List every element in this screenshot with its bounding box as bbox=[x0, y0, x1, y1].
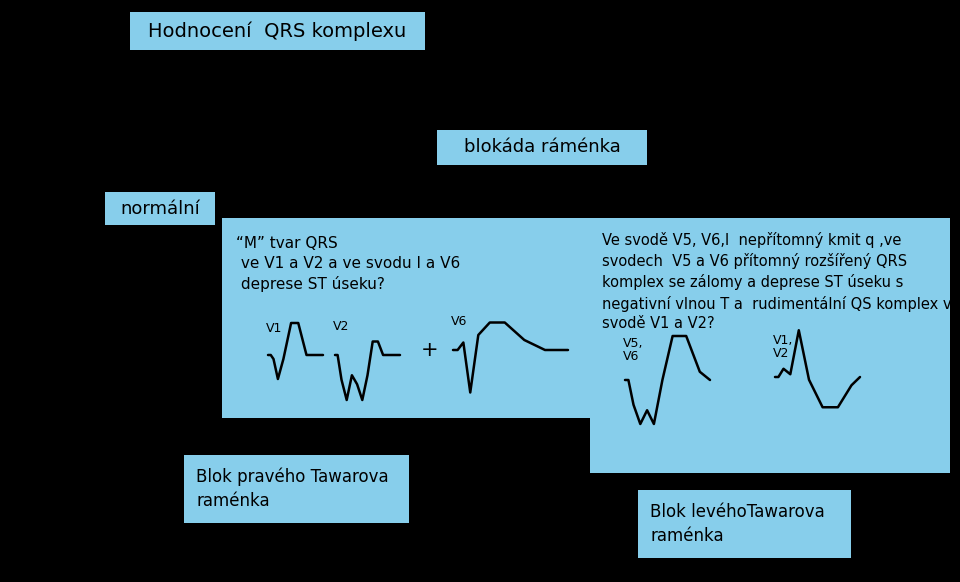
Text: “M” tvar QRS
 ve V1 a V2 a ve svodu I a V6
 deprese ST úseku?: “M” tvar QRS ve V1 a V2 a ve svodu I a V… bbox=[236, 236, 460, 292]
Text: Blok pravého Tawarova
raménka: Blok pravého Tawarova raménka bbox=[196, 468, 389, 510]
FancyBboxPatch shape bbox=[590, 218, 950, 473]
Text: V6: V6 bbox=[623, 350, 639, 363]
FancyBboxPatch shape bbox=[222, 218, 590, 418]
Text: V2: V2 bbox=[773, 347, 789, 360]
FancyBboxPatch shape bbox=[437, 130, 647, 165]
Text: V5,: V5, bbox=[623, 337, 643, 350]
Text: Blok levéhoTawarova
raménka: Blok levéhoTawarova raménka bbox=[650, 503, 825, 545]
Text: +: + bbox=[421, 340, 439, 360]
FancyBboxPatch shape bbox=[130, 12, 425, 50]
FancyBboxPatch shape bbox=[184, 455, 409, 523]
Text: V1: V1 bbox=[266, 322, 282, 335]
Text: normální: normální bbox=[120, 200, 200, 218]
FancyBboxPatch shape bbox=[638, 490, 851, 558]
Text: V6: V6 bbox=[451, 315, 468, 328]
FancyBboxPatch shape bbox=[105, 192, 215, 225]
Text: blokáda ráménka: blokáda ráménka bbox=[464, 139, 620, 157]
Text: V2: V2 bbox=[333, 320, 349, 333]
Text: Ve svodě V5, V6,I  nepřítomný kmit q ,ve
svodech  V5 a V6 přítomný rozšířený QRS: Ve svodě V5, V6,I nepřítomný kmit q ,ve … bbox=[602, 232, 960, 331]
Text: Hodnocení  QRS komplexu: Hodnocení QRS komplexu bbox=[149, 22, 407, 41]
Text: V1,: V1, bbox=[773, 334, 793, 347]
